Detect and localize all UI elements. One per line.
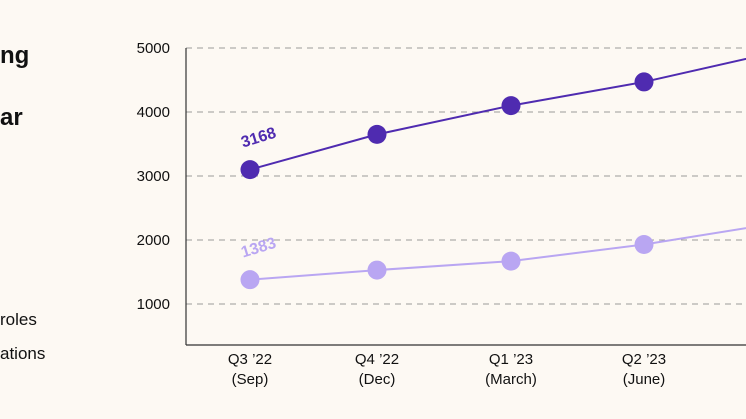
series-line-applications <box>249 227 746 281</box>
data-point-applications-0 <box>240 270 260 290</box>
x-tick-label-1-0: Q4 ’22 <box>355 351 399 368</box>
data-point-applications-1 <box>367 260 387 280</box>
y-tick-label-5000: 5000 <box>137 40 170 57</box>
legend-fragment-applications: ations <box>0 344 46 363</box>
heading-fragment-1: ng <box>0 42 30 69</box>
x-tick-label-0-1: (Sep) <box>232 371 269 388</box>
x-tick-label-3-0: Q2 ’23 <box>622 351 666 368</box>
x-tick-label-1-1: (Dec) <box>359 371 396 388</box>
data-point-applications-2 <box>501 251 521 271</box>
x-tick-label-2-0: Q1 ’23 <box>489 351 533 368</box>
y-tick-label-1000: 1000 <box>137 296 170 313</box>
data-point-roles-3 <box>634 72 654 92</box>
data-point-roles-2 <box>501 96 521 116</box>
y-tick-label-4000: 4000 <box>137 104 170 121</box>
data-point-applications-3 <box>634 234 654 254</box>
x-tick-label-3-1: (June) <box>623 371 666 388</box>
data-label-roles-0: 3168 <box>239 125 278 152</box>
x-tick-label-2-1: (March) <box>485 371 537 388</box>
x-tick-label-0-0: Q3 ’22 <box>228 351 272 368</box>
data-point-roles-0 <box>240 160 260 180</box>
data-label-applications-0: 1383 <box>239 235 278 262</box>
series-line-roles <box>249 57 746 171</box>
legend-fragment-roles: roles <box>0 310 37 329</box>
heading-fragment-2: ar <box>0 104 23 131</box>
y-tick-label-3000: 3000 <box>137 168 170 185</box>
data-point-roles-1 <box>367 124 387 144</box>
y-tick-label-2000: 2000 <box>137 232 170 249</box>
